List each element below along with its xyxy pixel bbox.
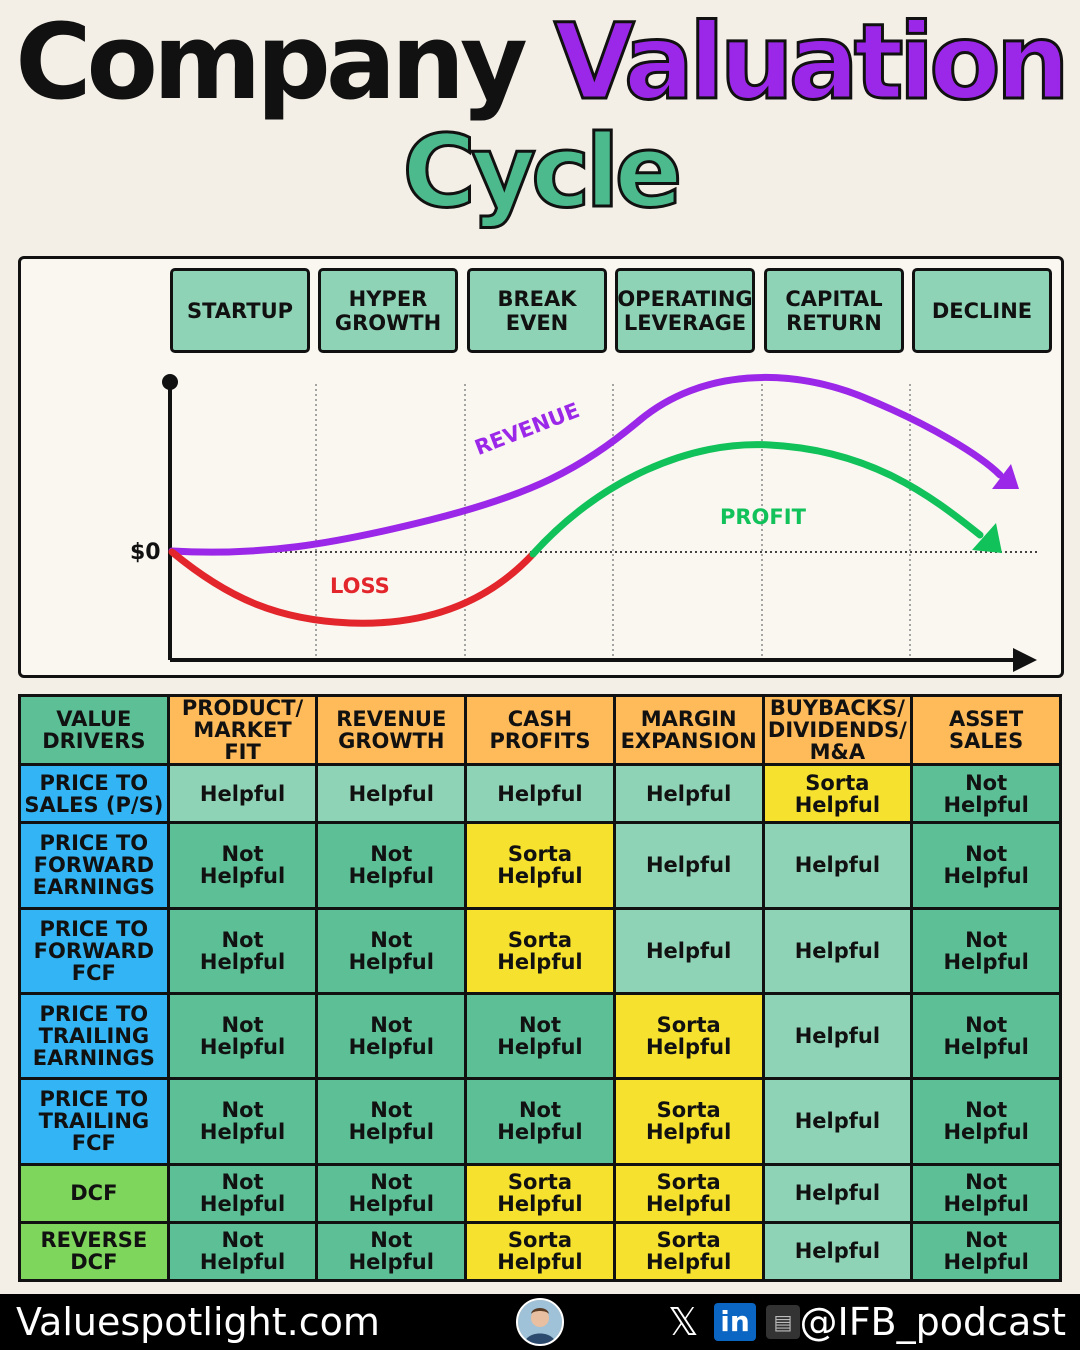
loss-label: LOSS <box>330 574 390 598</box>
rating-cell: Not Helpful <box>315 821 468 910</box>
row-label: DCF <box>18 1162 170 1224</box>
rating-cell: Not Helpful <box>315 1077 468 1166</box>
rating-cell: Not Helpful <box>910 1162 1062 1224</box>
rating-cell: Sorta Helpful <box>464 1220 616 1283</box>
rating-cell: Not Helpful <box>166 1077 319 1166</box>
table-row: PRICE TO SALES (P/S) Helpful Helpful Helpfu… <box>18 762 1062 825</box>
rating-cell: Not Helpful <box>315 1220 468 1283</box>
row-label: PRICE TO TRAILING FCF <box>18 1077 170 1166</box>
rating-cell: Sorta Helpful <box>612 1220 765 1283</box>
x-icon[interactable]: 𝕏 <box>668 1300 699 1344</box>
rating-cell: Sorta Helpful <box>464 1162 616 1224</box>
title-word-company: Company <box>15 1 528 123</box>
rating-cell: Not Helpful <box>315 991 468 1081</box>
rating-cell: Sorta Helpful <box>464 821 616 910</box>
rating-cell: Sorta Helpful <box>612 991 765 1081</box>
table-row: PRICE TO FORWARD EARNINGS Not Helpful Not … <box>18 821 1062 910</box>
rating-cell: Not Helpful <box>910 1077 1062 1166</box>
row-label: REVERSE DCF <box>18 1220 170 1283</box>
table-row: DCF Not Helpful Not Helpful Sorta Helpful So… <box>18 1162 1062 1224</box>
loss-curve <box>168 548 537 627</box>
row-label: PRICE TO FORWARD FCF <box>18 906 170 995</box>
title-word-valuation: Valuation <box>553 1 1072 124</box>
rating-cell: Sorta Helpful <box>464 906 616 995</box>
table-body: PRICE TO SALES (P/S) Helpful Helpful Helpfu… <box>18 762 1062 1283</box>
substack-icon[interactable]: ▤ <box>766 1305 800 1339</box>
table-row: PRICE TO TRAILING FCF Not Helpful Not Help… <box>18 1077 1062 1166</box>
title-line-2: Cycle <box>401 112 684 232</box>
rating-cell: Not Helpful <box>166 906 319 995</box>
rating-cell: Not Helpful <box>910 762 1062 825</box>
row-label: PRICE TO TRAILING EARNINGS <box>18 991 170 1081</box>
footer-website[interactable]: Valuespotlight.com <box>16 1300 380 1344</box>
rating-cell: Helpful <box>464 762 616 825</box>
rating-cell: Sorta Helpful <box>612 1162 765 1224</box>
header-stage-5: BUYBACKS/ DIVIDENDS/ M&A <box>761 694 914 766</box>
rating-cell: Not Helpful <box>910 991 1062 1081</box>
row-label: PRICE TO FORWARD EARNINGS <box>18 821 170 910</box>
table-row: PRICE TO TRAILING EARNINGS Not Helpful Not… <box>18 991 1062 1081</box>
rating-cell: Sorta Helpful <box>761 762 914 825</box>
rating-cell: Helpful <box>166 762 319 825</box>
rating-cell: Not Helpful <box>464 1077 616 1166</box>
zero-axis-label: $0 <box>130 540 161 565</box>
rating-cell: Not Helpful <box>910 821 1062 910</box>
table-header-row: VALUE DRIVERS PRODUCT/ MARKET FIT REVENUE … <box>18 694 1062 766</box>
rating-cell: Not Helpful <box>166 1162 319 1224</box>
header-value-drivers: VALUE DRIVERS <box>18 694 170 766</box>
header-stage-1: PRODUCT/ MARKET FIT <box>166 694 319 766</box>
rating-cell: Helpful <box>761 821 914 910</box>
rating-cell: Helpful <box>761 906 914 995</box>
rating-cell: Not Helpful <box>166 991 319 1081</box>
lifecycle-chart <box>162 373 1040 672</box>
rating-cell: Sorta Helpful <box>612 1077 765 1166</box>
rating-cell: Helpful <box>761 1162 914 1224</box>
rating-cell: Helpful <box>761 1077 914 1166</box>
profit-curve <box>529 441 984 558</box>
rating-cell: Helpful <box>612 906 765 995</box>
stage-box-3: OPERATING LEVERAGE <box>615 268 755 353</box>
rating-cell: Not Helpful <box>166 1220 319 1283</box>
rating-cell: Not Helpful <box>910 906 1062 995</box>
rating-cell: Not Helpful <box>910 1220 1062 1283</box>
footer-bar: Valuespotlight.com 𝕏 in ▤ @IFB_podcast <box>0 1294 1080 1350</box>
rating-cell: Not Helpful <box>315 1162 468 1224</box>
stage-box-4: CAPITAL RETURN <box>764 268 904 353</box>
profit-arrowhead <box>972 523 1002 553</box>
table-row: PRICE TO FORWARD FCF Not Helpful Not Helpf… <box>18 906 1062 995</box>
table-row: REVERSE DCF Not Helpful Not Helpful Sorta H… <box>18 1220 1062 1283</box>
row-label: PRICE TO SALES (P/S) <box>18 762 170 825</box>
rating-cell: Helpful <box>612 762 765 825</box>
rating-cell: Not Helpful <box>315 906 468 995</box>
stage-box-2: BREAK EVEN <box>467 268 607 353</box>
rating-cell: Not Helpful <box>166 821 319 910</box>
header-stage-3: CASH PROFITS <box>464 694 616 766</box>
linkedin-icon[interactable]: in <box>714 1303 756 1341</box>
stage-box-1: HYPER GROWTH <box>318 268 458 353</box>
footer-handle[interactable]: @IFB_podcast <box>799 1300 1066 1344</box>
profit-label: PROFIT <box>720 505 806 529</box>
rating-cell: Helpful <box>761 991 914 1081</box>
revenue-arrowhead <box>992 464 1019 489</box>
stage-box-0: STARTUP <box>170 268 310 353</box>
header-stage-6: ASSET SALES <box>910 694 1062 766</box>
avatar <box>516 1298 564 1346</box>
header-stage-2: REVENUE GROWTH <box>315 694 468 766</box>
revenue-curve <box>168 373 1004 556</box>
title-line-1: Company Valuation <box>0 1 1080 124</box>
rating-cell: Helpful <box>761 1220 914 1283</box>
rating-cell: Helpful <box>612 821 765 910</box>
header-stage-4: MARGIN EXPANSION <box>612 694 765 766</box>
valuation-drivers-table: VALUE DRIVERS PRODUCT/ MARKET FIT REVENUE … <box>18 694 1062 1283</box>
rating-cell: Not Helpful <box>464 991 616 1081</box>
rating-cell: Helpful <box>315 762 468 825</box>
y-axis-top-dot <box>162 374 178 390</box>
stage-box-5: DECLINE <box>912 268 1052 353</box>
